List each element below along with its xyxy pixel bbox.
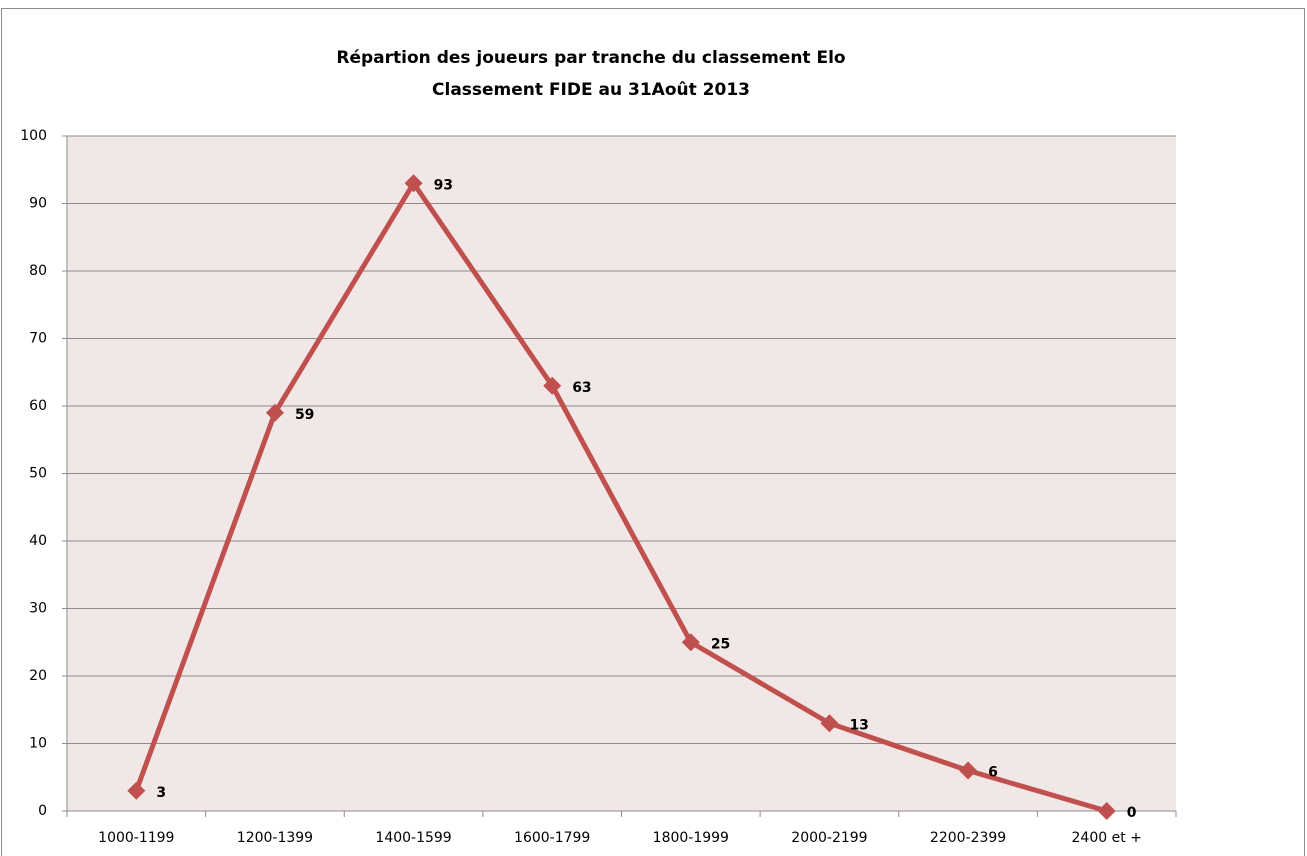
data-label: 63: [572, 380, 591, 396]
data-point: [265, 403, 284, 422]
series-line: [133, 180, 1108, 814]
chart-subtitle: Classement FIDE au 31Août 2013: [432, 80, 750, 100]
y-tick-label: 50: [29, 466, 47, 482]
data-point: [681, 633, 700, 652]
data-label: 93: [434, 177, 453, 193]
y-tick-label: 0: [38, 803, 47, 819]
y-tick-label: 10: [29, 736, 47, 752]
data-label: 13: [849, 717, 868, 733]
y-tick-label: 20: [29, 668, 47, 684]
data-label: 59: [295, 407, 314, 423]
x-tick-label: 2400 et +: [1072, 830, 1142, 846]
y-tick-label: 40: [29, 533, 47, 549]
y-tick-label: 60: [29, 398, 47, 414]
data-point: [127, 781, 146, 800]
y-tick-label: 70: [29, 331, 47, 347]
data-point: [543, 376, 562, 395]
data-label: 0: [1127, 805, 1137, 821]
chart-title: Répartion des joueurs par tranche du cla…: [336, 48, 845, 68]
x-tick-label: 2200-2399: [930, 830, 1006, 846]
y-tick-label: 30: [29, 601, 47, 617]
x-tick-label: 2000-2199: [791, 830, 867, 846]
data-label: 6: [988, 765, 998, 781]
x-tick-label: 1600-1799: [514, 830, 590, 846]
x-tick-label: 1200-1399: [237, 830, 313, 846]
data-label: 25: [711, 636, 730, 652]
y-tick-label: 80: [29, 263, 47, 279]
data-point: [959, 761, 978, 780]
y-tick-label: 90: [29, 196, 47, 212]
x-tick-label: 1800-1999: [653, 830, 729, 846]
x-tick-label: 1000-1199: [98, 830, 174, 846]
y-tick-label: 100: [20, 128, 47, 144]
data-point: [404, 174, 423, 193]
data-label: 3: [156, 785, 166, 801]
data-point: [820, 714, 839, 733]
x-tick-label: 1400-1599: [375, 830, 451, 846]
data-point: [1097, 802, 1116, 820]
